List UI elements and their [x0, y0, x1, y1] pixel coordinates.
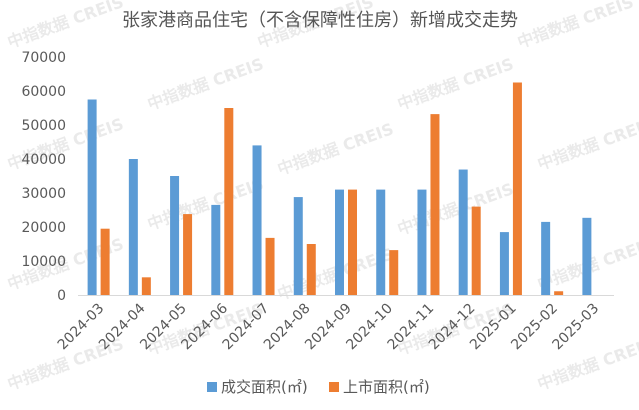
watermark-text: 中指数据 CREIS [395, 54, 516, 114]
bars [87, 82, 592, 296]
bar-deal-area-2024-10 [376, 189, 386, 295]
y-tick-label: 40000 [21, 152, 66, 168]
watermark-text: 中指数据 CREIS [535, 114, 639, 174]
watermark-text: 中指数据 CREIS [515, 0, 636, 52]
legend-swatch [207, 382, 217, 392]
bar-deal-area-2024-03 [87, 99, 97, 295]
watermark-text: 中指数据 CREIS [145, 174, 266, 234]
y-tick-label: 70000 [21, 50, 66, 66]
y-axis: 0 10000 20000 30000 40000 50000 60000 70000 [21, 50, 66, 304]
watermark-text: 中指数据 CREIS [5, 0, 126, 52]
watermark-text: 中指数据 CREIS [275, 119, 396, 179]
bar-deal-area-2024-05 [170, 176, 180, 295]
bar-listed-area-2025-02 [554, 291, 564, 295]
y-tick-label: 60000 [21, 84, 66, 100]
bar-listed-area-2024-06 [224, 108, 234, 295]
bar-listed-area-2024-11 [430, 114, 440, 296]
bar-listed-area-2024-04 [141, 277, 151, 295]
y-tick-label: 10000 [21, 254, 66, 270]
bar-deal-area-2025-02 [541, 221, 551, 295]
bar-listed-area-2024-12 [471, 206, 481, 295]
bar-deal-area-2025-01 [499, 232, 509, 295]
y-tick-label: 0 [57, 288, 66, 304]
bar-listed-area-2024-07 [265, 237, 275, 295]
legend-label: 上市面积(㎡) [343, 378, 430, 396]
bar-deal-area-2024-11 [417, 189, 427, 295]
bar-listed-area-2024-03 [100, 228, 110, 295]
y-tick-label: 30000 [21, 186, 66, 202]
legend-label: 成交面积(㎡) [221, 378, 308, 396]
watermark-text: 中指数据 CREIS [145, 54, 266, 114]
y-tick-label: 20000 [21, 220, 66, 236]
bar-deal-area-2025-03 [582, 217, 592, 295]
bar-listed-area-2024-09 [348, 189, 357, 295]
bar-listed-area-2024-10 [389, 250, 399, 295]
bar-deal-area-2024-06 [211, 204, 221, 295]
bar-listed-area-2025-01 [512, 82, 522, 295]
watermark-text: 中指数据 CREIS [395, 179, 516, 239]
bar-deal-area-2024-07 [252, 145, 262, 295]
chart-title: 张家港商品住宅（不含保障性住房）新增成交走势 [122, 10, 518, 31]
bar-listed-area-2024-05 [183, 214, 193, 295]
legend-swatch [329, 382, 339, 392]
legend: 成交面积(㎡) 上市面积(㎡) [207, 378, 430, 396]
bar-deal-area-2024-04 [128, 159, 138, 295]
y-tick-label: 50000 [21, 118, 66, 134]
x-axis: 2024-032024-042024-052024-062024-072024-… [55, 300, 602, 353]
bar-deal-area-2024-12 [458, 169, 468, 295]
bar-deal-area-2024-08 [293, 197, 303, 295]
bar-deal-area-2024-09 [335, 189, 344, 295]
bar-listed-area-2024-08 [306, 244, 316, 295]
